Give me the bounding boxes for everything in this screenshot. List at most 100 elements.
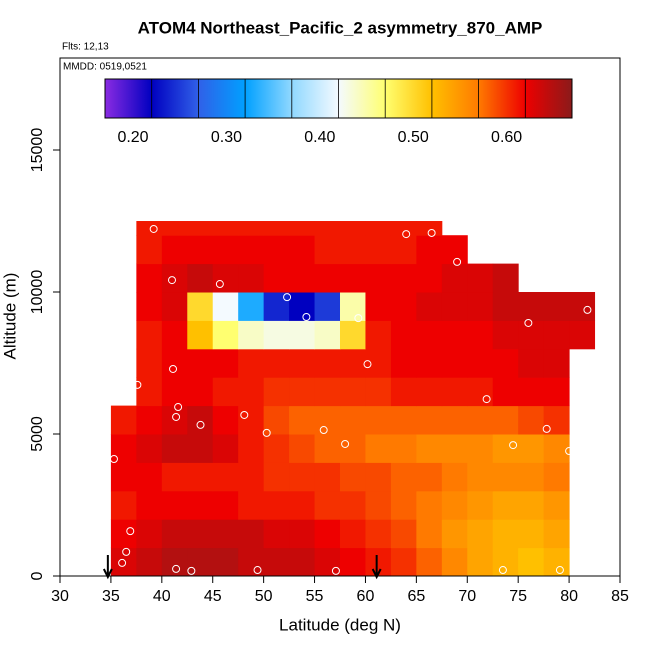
heat-cell — [340, 377, 366, 407]
heat-cell — [365, 462, 392, 492]
arrow — [102, 555, 113, 580]
heat-cell — [187, 377, 214, 407]
flight-point — [319, 426, 328, 435]
heat-cell — [136, 377, 163, 407]
heat-cell — [187, 434, 214, 463]
heat-cell — [289, 263, 316, 293]
heat-cell — [416, 263, 443, 293]
x-tick-label: 60 — [357, 588, 375, 605]
heat-cell — [365, 235, 392, 265]
heat-cell — [340, 221, 366, 236]
heat-cell — [340, 348, 366, 378]
heat-cell — [238, 377, 265, 407]
heat-cell — [340, 263, 366, 293]
heat-cell — [441, 490, 468, 520]
heat-cell — [390, 320, 417, 350]
heat-cell — [416, 348, 443, 378]
heat-cell — [187, 320, 214, 350]
heat-cell — [390, 263, 417, 293]
heat-cell — [263, 292, 290, 321]
heat-cell — [212, 221, 239, 236]
heat-cell — [136, 405, 163, 435]
heat-cell — [238, 462, 265, 492]
heat-cell — [441, 377, 468, 407]
x-tick-label: 55 — [306, 588, 324, 605]
heat-cell — [238, 547, 265, 577]
heat-cell — [314, 292, 341, 321]
x-tick-label: 85 — [611, 588, 629, 605]
heat-cell — [492, 490, 519, 520]
heat-cell — [492, 519, 519, 549]
heat-cell — [416, 292, 443, 321]
x-tick-label: 80 — [560, 588, 578, 605]
heat-cell — [365, 292, 392, 321]
heat-cell — [136, 348, 163, 378]
heat-cell — [110, 547, 137, 577]
heat-cell — [238, 434, 265, 463]
plot-frame — [59, 57, 621, 577]
flight-point — [283, 293, 292, 302]
heat-cell — [212, 547, 239, 577]
heat-cell — [467, 320, 494, 350]
heat-cell — [416, 235, 443, 265]
heat-cell — [492, 263, 519, 293]
heat-cell — [390, 547, 417, 577]
heat-cell — [212, 519, 239, 549]
flight-point — [482, 395, 491, 404]
heat-cell — [441, 405, 468, 435]
flight-point — [509, 441, 518, 450]
heat-cell — [314, 348, 341, 378]
heat-cell — [492, 292, 519, 321]
heat-cell — [569, 320, 596, 350]
heat-cell — [289, 519, 316, 549]
y-tick-label: 15000 — [29, 128, 46, 173]
heat-cell — [136, 221, 163, 236]
heat-cell — [263, 519, 290, 549]
heat-cell — [467, 490, 494, 520]
heat-cell — [441, 320, 468, 350]
heat-cell — [136, 320, 163, 350]
heat-cell — [365, 490, 392, 520]
flight-point — [427, 228, 436, 237]
chart-title: ATOM4 Northeast_Pacific_2 asymmetry_870_… — [138, 18, 543, 37]
heat-cell — [340, 519, 366, 549]
heat-cell — [263, 434, 290, 463]
heat-cell — [416, 462, 443, 492]
heat-cell — [263, 263, 290, 293]
heat-cell — [161, 462, 188, 492]
heat-cell — [263, 235, 290, 265]
flight-point — [583, 305, 592, 314]
flight-point — [262, 428, 271, 437]
heat-cell — [187, 490, 214, 520]
heat-cell — [340, 235, 366, 265]
y-tick-label: 5000 — [29, 416, 46, 452]
flight-point — [109, 454, 118, 463]
heat-cell — [187, 405, 214, 435]
flight-point — [331, 566, 340, 575]
heat-cell — [543, 434, 570, 463]
heat-cell — [441, 434, 468, 463]
flight-point — [302, 313, 311, 321]
heat-cell — [390, 462, 417, 492]
heat-cell — [340, 490, 366, 520]
flight-point — [122, 547, 131, 556]
heat-cell — [543, 462, 570, 492]
heat-cell — [416, 221, 443, 236]
heat-cell — [212, 348, 239, 378]
heat-cell — [212, 320, 239, 350]
heat-cell — [136, 519, 163, 549]
heat-cell — [416, 434, 443, 463]
heat-cell — [161, 292, 188, 321]
x-tick-label: 35 — [102, 588, 120, 605]
flight-point — [524, 318, 533, 327]
heat-cell — [289, 235, 316, 265]
heat-cell — [518, 519, 545, 549]
heat-cell — [518, 348, 545, 378]
heat-cell — [187, 519, 214, 549]
heat-cell — [441, 519, 468, 549]
heat-cell — [569, 292, 596, 321]
heat-cell — [467, 377, 494, 407]
heat-cell — [161, 434, 188, 463]
